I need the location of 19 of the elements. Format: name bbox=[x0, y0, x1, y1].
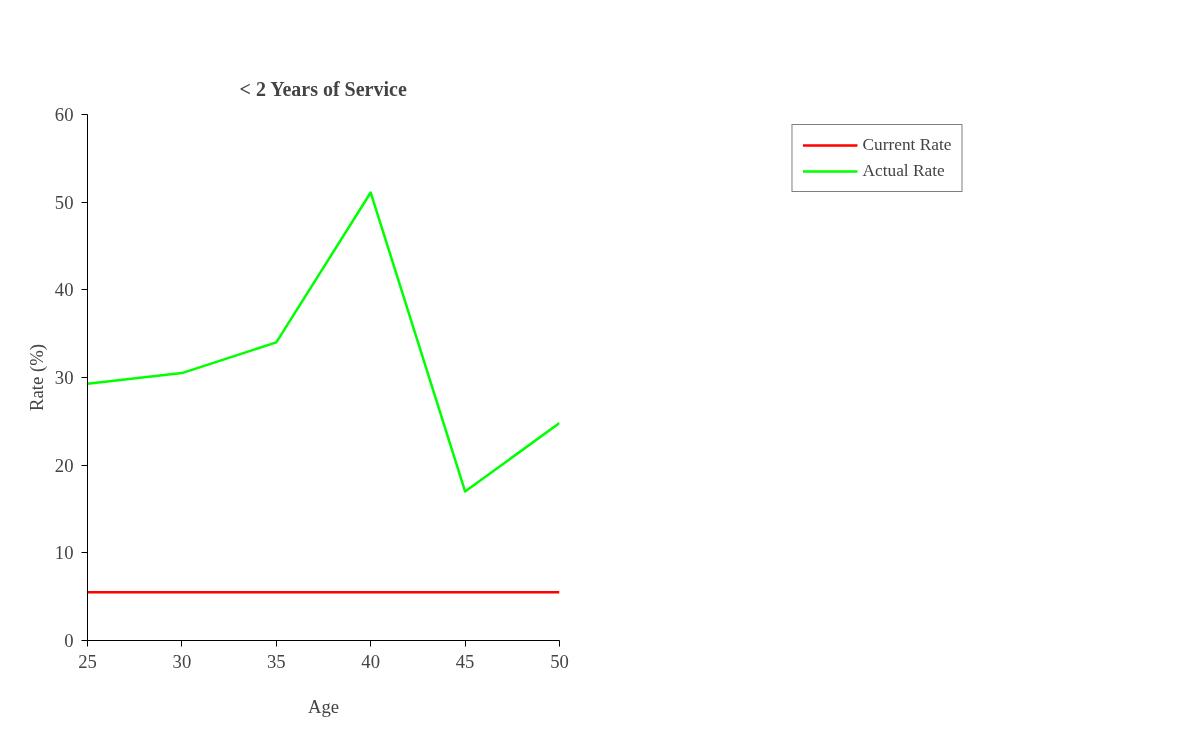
chart-title: < 2 Years of Service bbox=[239, 77, 407, 100]
x-tick-label: 45 bbox=[455, 650, 475, 672]
y-tick-label: 50 bbox=[54, 191, 74, 213]
y-tick-label: 40 bbox=[54, 279, 74, 301]
y-tick-label: 20 bbox=[54, 454, 74, 476]
x-tick-label: 40 bbox=[361, 650, 381, 672]
y-tick-label: 10 bbox=[54, 542, 74, 564]
legend-label: Current Rate bbox=[862, 135, 952, 155]
y-axis-title: Rate (%) bbox=[25, 344, 48, 411]
x-tick-label: 25 bbox=[78, 650, 97, 672]
y-tick-label: 30 bbox=[54, 367, 74, 388]
y-tick-label: 60 bbox=[54, 104, 74, 125]
x-tick-label: 50 bbox=[550, 650, 569, 672]
legend-label: Actual Rate bbox=[862, 161, 945, 181]
x-axis-title: Age bbox=[307, 695, 340, 717]
x-tick-label: 35 bbox=[266, 650, 286, 672]
x-tick-label: 30 bbox=[172, 650, 192, 672]
line-series bbox=[87, 191, 560, 493]
y-tick-label: 0 bbox=[64, 630, 74, 651]
